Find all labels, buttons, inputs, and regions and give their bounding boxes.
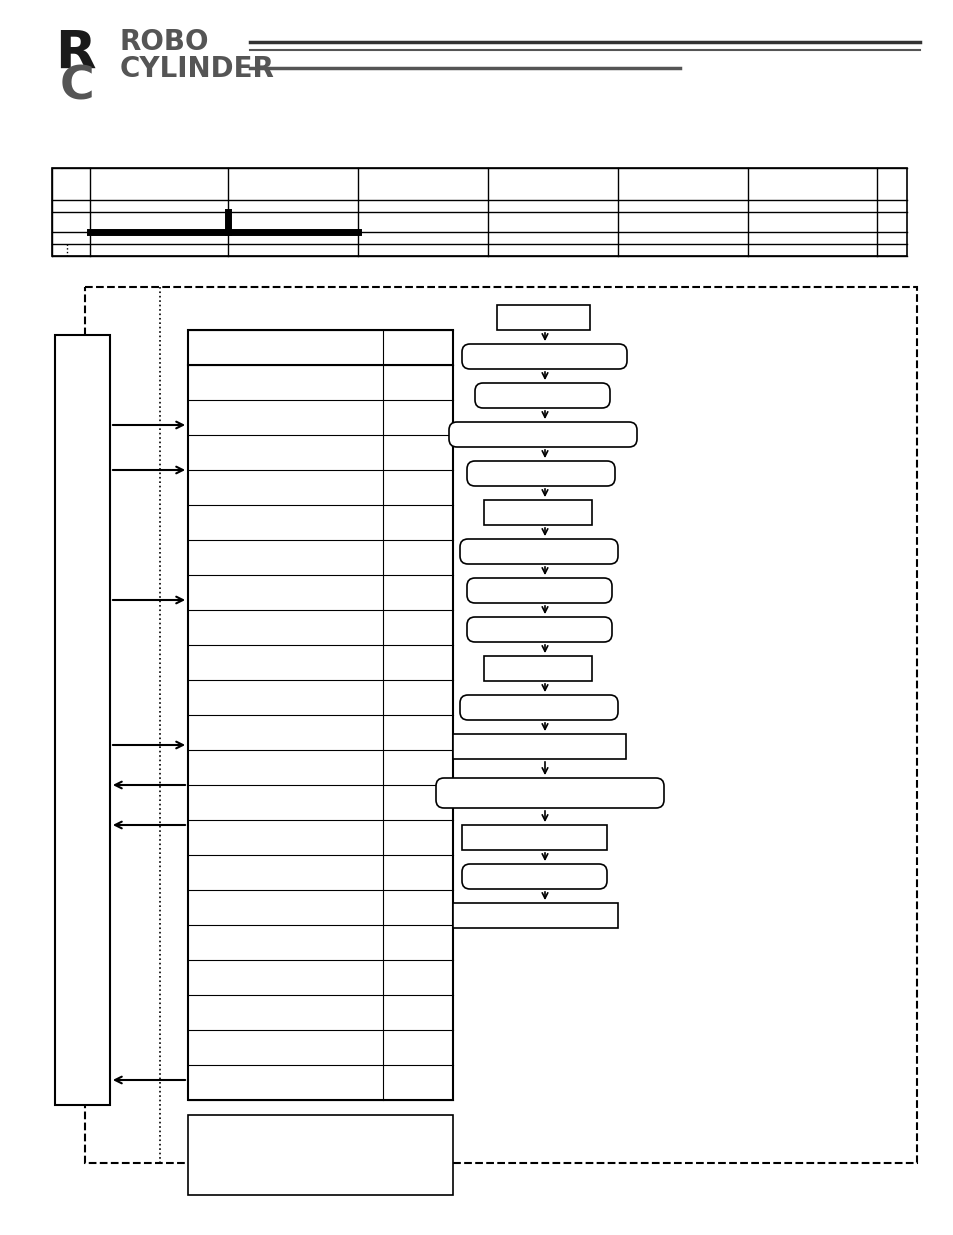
Bar	[483, 500, 592, 525]
Text: CYLINDER: CYLINDER	[120, 56, 274, 83]
FancyBboxPatch shape	[461, 345, 626, 369]
Bar	[188, 1115, 453, 1195]
FancyBboxPatch shape	[449, 422, 637, 447]
Bar	[188, 330, 453, 1100]
FancyBboxPatch shape	[467, 578, 612, 603]
FancyBboxPatch shape	[459, 695, 618, 720]
Bar	[85, 287, 916, 1163]
FancyBboxPatch shape	[461, 864, 606, 889]
Text: R: R	[55, 28, 95, 80]
FancyBboxPatch shape	[467, 618, 612, 642]
FancyBboxPatch shape	[475, 383, 609, 408]
Bar	[483, 656, 592, 680]
Bar	[453, 734, 625, 760]
Bar	[497, 305, 589, 330]
Text: ROBO: ROBO	[120, 28, 210, 56]
Bar	[52, 168, 906, 256]
Bar	[461, 825, 606, 850]
Text: C: C	[60, 64, 94, 109]
FancyBboxPatch shape	[436, 778, 663, 808]
FancyBboxPatch shape	[467, 461, 615, 487]
Bar	[55, 335, 110, 1105]
Bar	[453, 903, 618, 927]
FancyBboxPatch shape	[459, 538, 618, 564]
